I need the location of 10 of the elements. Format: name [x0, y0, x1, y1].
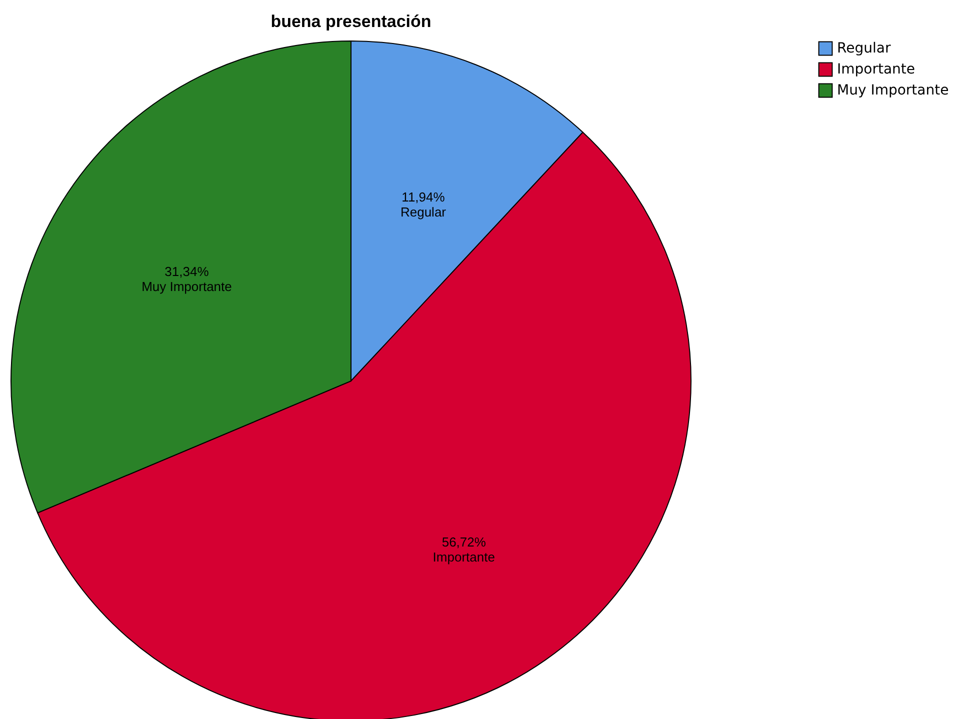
slice-label: Muy Importante — [142, 278, 232, 294]
slice-label: Regular — [400, 204, 447, 220]
data-label: 56,72% — [442, 534, 486, 550]
chart-title: buena presentación — [270, 12, 432, 31]
data-label: 31,34% — [164, 264, 210, 279]
legend-label: Muy Importante — [837, 82, 949, 98]
slice-label: Importante — [432, 550, 495, 565]
data-label: 11,94% — [402, 190, 446, 205]
legend-label: Importante — [837, 62, 916, 78]
legend-label: Regular — [837, 40, 891, 56]
